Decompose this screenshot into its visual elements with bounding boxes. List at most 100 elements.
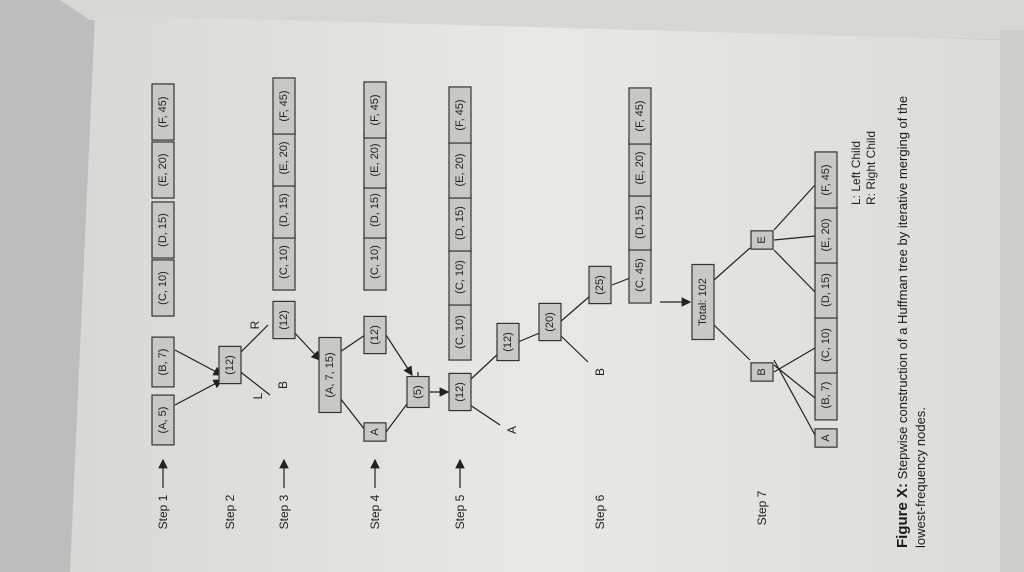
tree-node: E xyxy=(750,230,774,250)
node-label: (12) xyxy=(454,382,466,402)
node-box xyxy=(588,265,612,305)
step-label: Step 6 xyxy=(593,494,607,529)
node-label: (D, 15) xyxy=(820,273,832,307)
node-label: A xyxy=(820,434,832,442)
tree-node: (12) xyxy=(448,372,472,412)
tree-node: (C, 10) xyxy=(814,316,838,374)
node-label: (F, 45) xyxy=(157,96,169,127)
tree-node: (F, 45) xyxy=(448,86,472,144)
node-box xyxy=(363,81,387,139)
tree-node: (F, 45) xyxy=(363,81,387,139)
edge xyxy=(773,347,816,373)
edge xyxy=(713,324,751,361)
node-label: (C, 10) xyxy=(157,271,169,305)
node-box xyxy=(448,86,472,144)
tree-node: (C, 10) xyxy=(363,233,387,291)
tree-node: (E, 20) xyxy=(151,141,175,199)
node-label: (E, 20) xyxy=(278,141,290,174)
node-label: (C, 10) xyxy=(454,260,466,294)
caption-label: Figure X: xyxy=(894,483,911,548)
leaf-label: A xyxy=(505,426,519,434)
node-label: (E, 20) xyxy=(157,153,169,186)
tree-node: (A, 5) xyxy=(151,394,175,446)
edge xyxy=(611,277,631,286)
tree-node: B xyxy=(750,362,774,382)
node-label: (C, 45) xyxy=(634,258,646,292)
node-label: (12) xyxy=(278,310,290,330)
edge xyxy=(339,334,366,353)
node-box xyxy=(363,315,387,355)
node-box xyxy=(151,394,175,446)
figure-caption-line2: lowest-frequency nodes. xyxy=(913,407,928,548)
node-box xyxy=(151,83,175,141)
back-page-edge xyxy=(60,0,1024,40)
node-label: (E, 20) xyxy=(634,151,646,184)
node-label: (C, 10) xyxy=(820,328,832,362)
node-label: (F, 45) xyxy=(369,94,381,125)
edge xyxy=(559,334,589,363)
node-label: (D, 15) xyxy=(454,206,466,240)
node-box xyxy=(218,345,242,385)
node-box xyxy=(272,77,296,135)
tree-node: (12) xyxy=(218,345,242,385)
tree-node: (12) xyxy=(496,322,520,362)
tree-node: (E, 20) xyxy=(363,131,387,189)
tree-node: A xyxy=(814,428,838,448)
tree-node: A xyxy=(363,422,387,442)
step-label: Step 7 xyxy=(755,490,769,525)
legend-item: L: Left Child xyxy=(849,141,863,205)
node-label: (B, 7) xyxy=(157,349,169,376)
arrow xyxy=(291,329,321,361)
page xyxy=(70,15,1010,572)
tree-node: (F, 45) xyxy=(814,151,838,209)
node-label: (C, 10) xyxy=(454,315,466,349)
tree-node: (C, 10) xyxy=(272,233,296,291)
tree-node: (B, 7) xyxy=(814,369,838,421)
tree-node: (F, 45) xyxy=(628,87,652,145)
node-label: (C, 10) xyxy=(278,245,290,279)
step-label: Step 1 xyxy=(156,494,170,529)
node-label: (F, 45) xyxy=(278,90,290,121)
node-label: (D, 15) xyxy=(157,213,169,247)
tree-node: (C, 10) xyxy=(448,303,472,361)
node-label: (D, 15) xyxy=(634,205,646,239)
tree-node: Total: 102 xyxy=(691,263,715,341)
node-label: (D, 15) xyxy=(278,193,290,227)
right-page-edge xyxy=(1000,30,1024,572)
node-box xyxy=(151,141,175,199)
node-label: (A, 5) xyxy=(157,407,169,434)
tree-node: (E, 20) xyxy=(628,139,652,197)
node-label: (12) xyxy=(224,355,236,375)
arrow xyxy=(174,379,224,406)
node-label: A xyxy=(369,428,381,436)
edge xyxy=(713,247,751,281)
node-box xyxy=(628,87,652,145)
node-label: (B, 7) xyxy=(820,382,832,409)
tree-node: (D, 15) xyxy=(814,261,838,319)
node-label: E xyxy=(756,236,768,243)
node-label: (C, 10) xyxy=(369,245,381,279)
node-label: (25) xyxy=(594,275,606,295)
node-label: (F, 45) xyxy=(634,100,646,131)
node-label: (E, 20) xyxy=(820,218,832,251)
node-label: (5) xyxy=(412,385,424,398)
node-box xyxy=(448,372,472,412)
caption-text: Stepwise construction of a Huffman tree … xyxy=(895,96,910,483)
node-box xyxy=(750,362,774,382)
tree-node: (D, 15) xyxy=(151,201,175,259)
legend-item: R: Right Child xyxy=(864,131,878,205)
tree-node: (D, 15) xyxy=(272,181,296,239)
node-label: (F, 45) xyxy=(820,164,832,195)
tree-node: (D, 15) xyxy=(628,193,652,251)
edge xyxy=(339,397,366,431)
node-box xyxy=(496,322,520,362)
edge xyxy=(559,295,591,323)
left-child-label: L xyxy=(251,392,265,399)
edge xyxy=(517,331,543,343)
node-box xyxy=(318,336,342,414)
node-box xyxy=(814,151,838,209)
tree-node: (5) xyxy=(406,375,430,409)
tree-node: (E, 20) xyxy=(448,141,472,199)
node-label: (D, 15) xyxy=(369,193,381,227)
tree-node: (20) xyxy=(538,302,562,342)
